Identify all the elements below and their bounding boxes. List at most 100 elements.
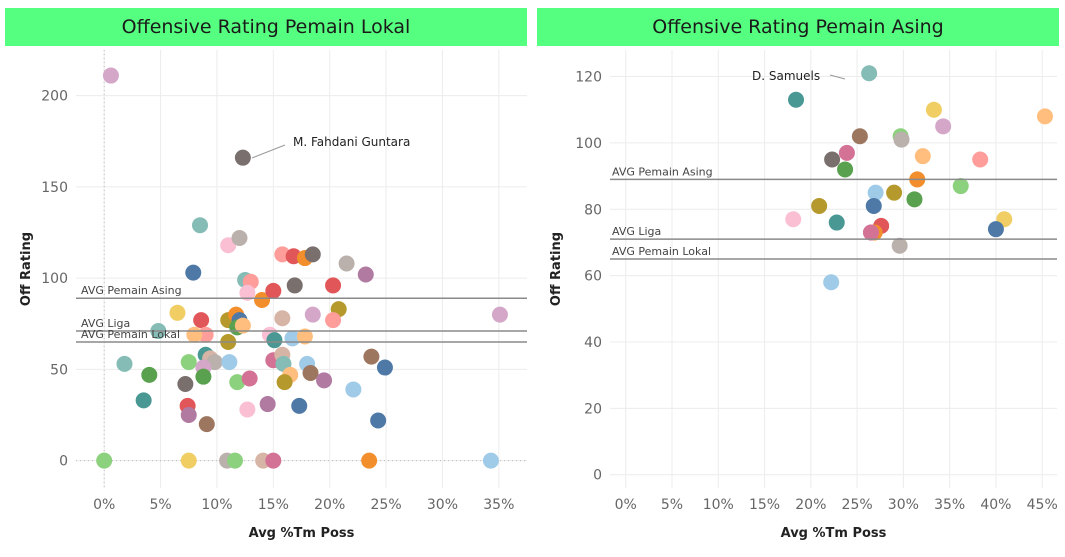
data-point bbox=[914, 148, 931, 165]
data-point bbox=[193, 312, 210, 329]
annotation-leader-line bbox=[829, 74, 846, 80]
y-tick-label: 120 bbox=[575, 70, 602, 86]
x-tick-label: 35% bbox=[483, 497, 514, 513]
x-axis-title: Avg %Tm Poss bbox=[249, 526, 355, 541]
x-tick-label: 5% bbox=[149, 497, 171, 513]
x-tick-label: 30% bbox=[427, 497, 458, 513]
data-point bbox=[226, 452, 243, 469]
data-point bbox=[276, 374, 293, 391]
y-tick-label: 0 bbox=[59, 454, 68, 470]
reference-line-label: AVG Pemain Lokal bbox=[612, 245, 711, 258]
data-point bbox=[987, 221, 1004, 238]
data-point bbox=[823, 274, 840, 291]
annotation-label: M. Fahdani Guntara bbox=[293, 135, 410, 149]
data-point bbox=[186, 326, 203, 343]
data-point bbox=[192, 217, 209, 234]
data-point bbox=[906, 191, 923, 208]
data-point bbox=[338, 255, 355, 272]
data-point bbox=[265, 282, 282, 299]
scatter-plot-lokal: 0% 5% 10% 15% 20% 25% 30% 35% 0 50 100 150 200 AVG Pe… bbox=[19, 50, 527, 541]
y-tick-label: 80 bbox=[584, 202, 602, 218]
data-point bbox=[234, 149, 251, 166]
x-tick-label: 10% bbox=[201, 497, 232, 513]
data-point bbox=[838, 144, 855, 161]
data-point bbox=[180, 354, 197, 371]
data-point bbox=[925, 101, 942, 118]
data-point bbox=[180, 407, 197, 423]
x-tick-label: 25% bbox=[842, 497, 873, 513]
data-point bbox=[788, 91, 805, 108]
y-tick-label: 50 bbox=[50, 362, 68, 378]
data-point bbox=[234, 317, 251, 334]
data-point bbox=[286, 277, 303, 294]
data-point bbox=[370, 412, 387, 429]
x-tick-label: 10% bbox=[703, 497, 734, 513]
x-tick-label: 5% bbox=[661, 497, 683, 513]
reference-line-label: AVG Liga bbox=[612, 225, 661, 238]
data-point bbox=[296, 328, 313, 345]
annotation-leader-line bbox=[251, 144, 286, 159]
chart-title-asing: Offensive Rating Pemain Asing bbox=[537, 8, 1059, 46]
x-tick-label: 15% bbox=[749, 497, 780, 513]
x-tick-label: 20% bbox=[795, 497, 826, 513]
x-tick-label: 25% bbox=[371, 497, 402, 513]
data-point bbox=[102, 67, 119, 84]
data-point bbox=[316, 372, 333, 389]
data-point bbox=[325, 277, 342, 294]
data-point bbox=[185, 264, 202, 281]
y-axis-title: Off Rating bbox=[19, 232, 34, 306]
data-point bbox=[254, 292, 271, 309]
data-point bbox=[141, 366, 158, 383]
y-tick-label: 150 bbox=[41, 180, 68, 196]
y-axis-title: Off Rating bbox=[549, 232, 564, 306]
data-point bbox=[361, 452, 378, 469]
y-tick-label: 40 bbox=[584, 335, 602, 351]
data-point bbox=[785, 211, 802, 228]
reference-line-label: AVG Pemain Asing bbox=[81, 284, 182, 297]
data-point bbox=[266, 332, 283, 349]
data-point bbox=[482, 452, 499, 469]
data-point bbox=[177, 375, 194, 392]
data-point bbox=[265, 452, 282, 469]
reference-line-label: AVG Liga bbox=[81, 317, 130, 330]
data-point bbox=[302, 365, 319, 382]
data-point bbox=[491, 306, 508, 323]
data-point bbox=[96, 452, 113, 469]
data-point bbox=[363, 348, 380, 365]
data-point bbox=[231, 229, 248, 246]
data-point bbox=[861, 65, 878, 82]
data-point bbox=[229, 374, 246, 391]
chart-panel-lokal: Offensive Rating Pemain Lokal 0% 5% 10% 15%… bbox=[0, 0, 530, 557]
data-point bbox=[865, 197, 882, 214]
data-point bbox=[304, 246, 321, 263]
data-point bbox=[357, 266, 374, 283]
data-point bbox=[239, 284, 256, 301]
x-tick-label: 0% bbox=[93, 497, 115, 513]
data-point bbox=[1036, 108, 1053, 125]
data-point bbox=[837, 161, 854, 178]
data-point bbox=[198, 416, 215, 433]
data-point bbox=[135, 392, 152, 409]
data-point bbox=[259, 396, 276, 413]
y-tick-label: 60 bbox=[584, 269, 602, 285]
x-tick-label: 45% bbox=[1027, 497, 1058, 513]
data-point bbox=[169, 304, 186, 321]
data-point bbox=[893, 131, 910, 148]
annotation-label: D. Samuels bbox=[752, 69, 820, 83]
data-point bbox=[824, 151, 841, 168]
data-point bbox=[891, 237, 908, 254]
data-point bbox=[811, 197, 828, 214]
data-point bbox=[862, 224, 879, 241]
y-tick-label: 0 bbox=[593, 468, 602, 484]
data-point bbox=[935, 118, 952, 135]
data-point bbox=[376, 359, 393, 376]
data-point bbox=[886, 184, 903, 201]
y-tick-label: 200 bbox=[41, 89, 68, 105]
data-point bbox=[274, 310, 291, 327]
data-point bbox=[345, 381, 362, 398]
data-point bbox=[304, 306, 321, 323]
data-point bbox=[180, 452, 197, 469]
data-point bbox=[972, 151, 989, 168]
data-point bbox=[221, 354, 238, 371]
reference-line-label: AVG Pemain Lokal bbox=[81, 328, 180, 341]
